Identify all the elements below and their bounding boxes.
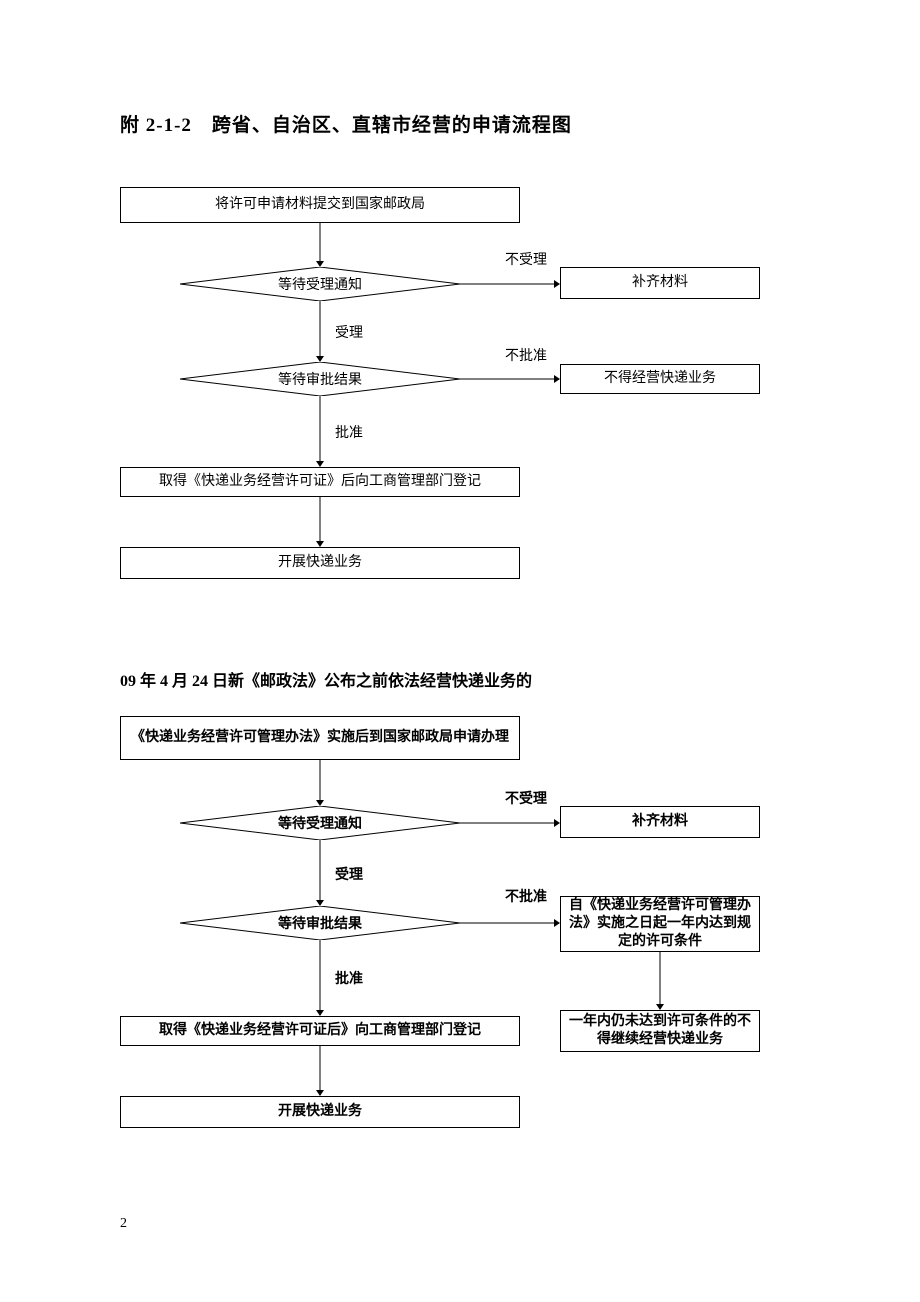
page-title: 附 2-1-2 跨省、自治区、直辖市经营的申请流程图 [120,110,800,137]
flow-connectors [120,187,780,607]
flowchart-1: 将许可申请材料提交到国家邮政局 等待受理通知补齐材料 等待审批结果不得经营快递业… [120,187,780,607]
page-number: 2 [120,1216,127,1232]
page-subtitle: 09 年 4 月 24 日新《邮政法》公布之前依法经营快递业务的 [120,667,800,691]
flowchart-2: 《快递业务经营许可管理办法》实施后到国家邮政局申请办理 等待受理通知补齐材料 等… [120,716,780,1156]
page: 附 2-1-2 跨省、自治区、直辖市经营的申请流程图 将许可申请材料提交到国家邮… [0,0,920,1302]
flow-connectors [120,716,780,1156]
